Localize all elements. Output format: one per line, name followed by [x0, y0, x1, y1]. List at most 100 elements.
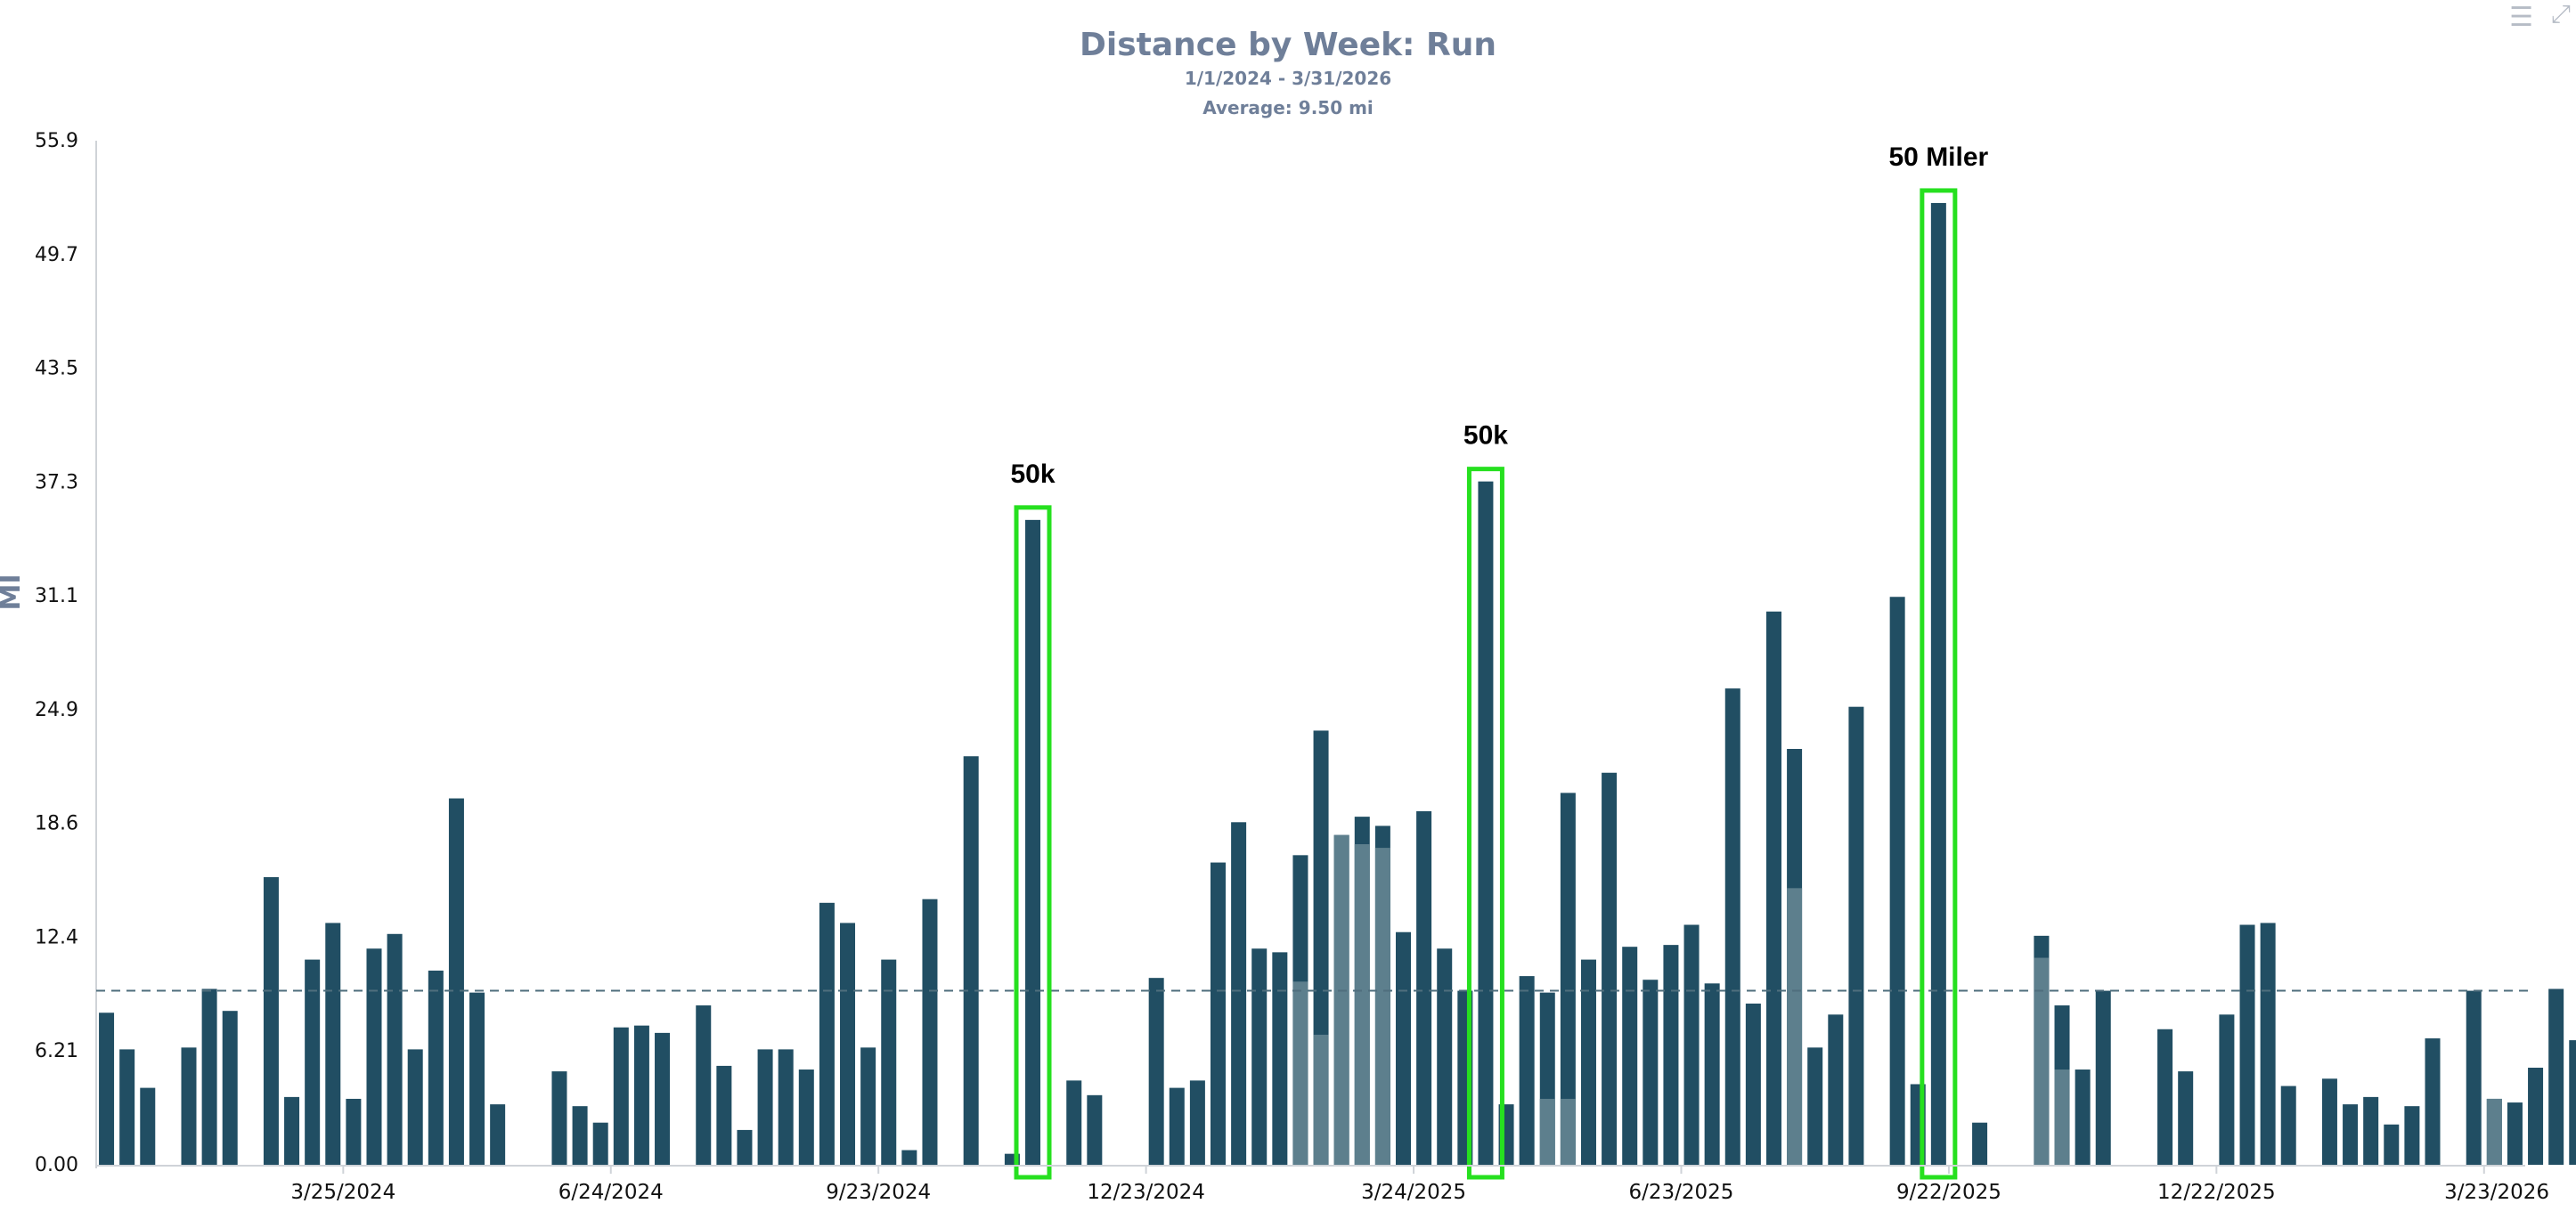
y-tick-label: 31.1 [35, 585, 78, 607]
y-tick-label: 18.6 [35, 813, 78, 835]
bar [716, 1065, 732, 1165]
bar-secondary [1354, 843, 1370, 1165]
bar [1704, 983, 1720, 1165]
bar [551, 1071, 567, 1165]
bar [1437, 948, 1453, 1165]
highlight-group: 50k 50k 50 Miler [1010, 142, 1989, 1180]
bar [2075, 1070, 2091, 1165]
bar [1765, 611, 1781, 1165]
x-tick-label: 3/25/2024 [290, 1181, 395, 1204]
x-tick-label: 6/24/2024 [558, 1181, 664, 1204]
bar [881, 959, 897, 1165]
bar [1828, 1014, 1844, 1165]
bar [346, 1098, 362, 1165]
bar [140, 1087, 156, 1165]
bar [2569, 1040, 2576, 1165]
bar [469, 992, 485, 1165]
bar [448, 798, 464, 1165]
bar [1848, 706, 1864, 1165]
bar [1251, 948, 1268, 1165]
y-tick-label: 55.9 [35, 130, 78, 152]
bar [1972, 1122, 1988, 1165]
bar [901, 1150, 917, 1165]
bar [1231, 822, 1247, 1165]
x-tick-label: 3/24/2025 [1361, 1181, 1466, 1204]
bar-secondary [1374, 848, 1390, 1165]
bar [1724, 688, 1740, 1165]
bar [407, 1049, 423, 1165]
x-tick-label: 9/23/2024 [826, 1181, 931, 1204]
bar-secondary [2486, 1098, 2502, 1165]
bar [1807, 1047, 1823, 1165]
bar-secondary [2054, 1070, 2070, 1165]
chart-date-range: 1/1/2024 - 3/31/2026 [1185, 68, 1391, 89]
y-tick-label: 6.21 [35, 1040, 78, 1062]
bar [655, 1032, 671, 1165]
y-tick-label: 43.5 [35, 358, 78, 380]
bar [119, 1049, 135, 1165]
bar [592, 1122, 608, 1165]
annotation-label: 50 Miler [1888, 142, 1988, 172]
bar [1272, 952, 1288, 1165]
bar [99, 1013, 115, 1165]
bar [2178, 1071, 2194, 1165]
hamburger-menu-icon[interactable]: ☰ [2509, 3, 2533, 32]
y-axis-grid: 0.00 6.21 12.4 18.6 24.9 31.1 37.3 43.5 49.7 55.9 [35, 130, 97, 1176]
bar [737, 1129, 753, 1165]
bar-secondary [1560, 1098, 1576, 1165]
bar [2363, 1096, 2379, 1165]
bar [2321, 1078, 2337, 1165]
bar [572, 1106, 588, 1165]
annotation-label: 50k [1010, 460, 1055, 489]
bar [325, 923, 341, 1165]
x-tick-label: 9/22/2025 [1896, 1181, 2001, 1204]
bar [1683, 924, 1700, 1165]
bar [222, 1011, 238, 1165]
bar [305, 959, 321, 1165]
highlight-box [1466, 467, 1504, 1180]
bar [428, 970, 444, 1165]
y-tick-label: 37.3 [35, 471, 78, 493]
bar [840, 923, 856, 1165]
chart-average-label: Average: 9.50 mi [1202, 97, 1374, 118]
y-tick-label: 24.9 [35, 699, 78, 721]
bar [963, 756, 979, 1165]
y-tick-label: 0.00 [35, 1154, 78, 1176]
expand-arrows-icon[interactable]: ⤢ [2550, 0, 2571, 28]
bar [819, 902, 835, 1165]
bar [2343, 1104, 2359, 1165]
bar [922, 899, 938, 1165]
bar [2548, 988, 2564, 1165]
chart-title: Distance by Week: Run [1080, 27, 1496, 63]
bar [2466, 990, 2482, 1165]
bar [757, 1049, 773, 1165]
bar [778, 1049, 794, 1165]
bar [1087, 1094, 1103, 1165]
bar-secondary [1333, 834, 1349, 1165]
highlight-box [1014, 505, 1052, 1180]
bar [696, 1005, 712, 1165]
bar [2507, 1102, 2523, 1165]
bar [2157, 1029, 2173, 1165]
bar [1395, 931, 1411, 1165]
bar [2219, 1014, 2235, 1165]
bar [2404, 1106, 2420, 1165]
highlight-box [1920, 188, 1958, 1180]
bar [1416, 810, 1432, 1165]
bar [613, 1027, 629, 1165]
bar [1745, 1003, 1761, 1165]
bar [490, 1104, 506, 1165]
bar [2425, 1038, 2441, 1165]
bar [1580, 959, 1596, 1165]
y-tick-label: 49.7 [35, 244, 78, 266]
bar [1643, 980, 1659, 1165]
bar [2384, 1124, 2400, 1165]
bar-secondary [1539, 1098, 1555, 1165]
bar [181, 1047, 197, 1165]
bar [1602, 772, 1618, 1165]
bar [1148, 978, 1164, 1165]
bar [1663, 945, 1679, 1165]
bar [366, 948, 382, 1165]
bar [1622, 947, 1638, 1165]
bar [1025, 519, 1041, 1165]
